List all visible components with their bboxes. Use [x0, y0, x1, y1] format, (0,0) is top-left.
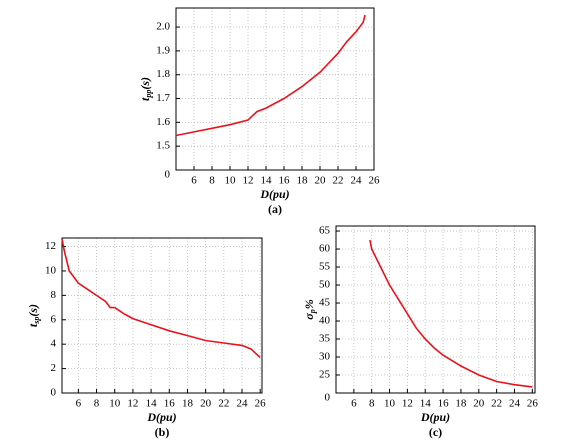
x-tick-label: 8	[209, 175, 215, 187]
y-label-main: σ	[302, 313, 316, 320]
y-tick-label: 1.5	[156, 140, 170, 152]
y-tick-label: 0	[325, 392, 331, 404]
y-tick-label: 12	[45, 240, 56, 252]
caption: (c)	[429, 425, 442, 439]
y-axis-label: tsp(s)	[26, 304, 41, 327]
x-tick-label: 6	[351, 398, 357, 410]
x-tick-label: 24	[509, 398, 521, 410]
caption: (a)	[268, 202, 282, 216]
x-tick-label: 26	[255, 398, 267, 410]
x-tick-label: 20	[315, 175, 327, 187]
y-tick-label: 2	[51, 362, 57, 374]
plot-frame	[175, 7, 375, 171]
x-tick-label: 22	[491, 398, 502, 410]
y-label-sub: sp	[32, 317, 41, 325]
y-tick-label: 1.6	[156, 116, 170, 128]
y-label-main: t	[138, 97, 152, 101]
x-tick-label: 14	[146, 398, 158, 410]
y-tick-label: 8	[51, 289, 57, 301]
x-axis-label: D(pu)	[146, 410, 176, 424]
x-tick-label: 16	[279, 175, 291, 187]
plot-frame	[61, 237, 263, 394]
x-tick-label: 18	[455, 398, 467, 410]
x-tick-label: 22	[218, 398, 229, 410]
y-tick-label: 45	[319, 297, 331, 309]
y-label-suffix: (s)	[138, 77, 152, 90]
y-tick-label: 1.7	[156, 92, 170, 104]
y-label-sub: pp	[144, 90, 153, 99]
y-label-sub: p	[308, 309, 317, 314]
x-axis-label: D(pu)	[259, 187, 289, 201]
x-tick-label: 10	[225, 175, 237, 187]
plot-frame	[335, 225, 536, 394]
x-tick-label: 16	[438, 398, 450, 410]
x-tick-label: 20	[473, 398, 485, 410]
y-tick-label: 35	[319, 333, 331, 345]
y-tick-label: 60	[319, 243, 331, 255]
y-tick-label: 0	[51, 387, 57, 399]
x-tick-label: 18	[182, 398, 194, 410]
y-tick-label: 40	[319, 315, 331, 327]
y-tick-label: 1.8	[156, 68, 170, 80]
y-axis-label: tpp(s)	[138, 77, 153, 101]
y-tick-label: 1.9	[156, 44, 170, 56]
y-label-suffix: %	[302, 299, 316, 309]
y-label-main: t	[26, 323, 40, 327]
x-tick-label: 8	[369, 398, 375, 410]
x-tick-label: 6	[191, 175, 197, 187]
y-axis-label: σp%	[302, 299, 317, 319]
x-tick-label: 10	[384, 398, 396, 410]
curve	[369, 239, 533, 388]
x-tick-label: 24	[237, 398, 249, 410]
x-tick-label: 26	[369, 175, 381, 187]
x-axis-label: D(pu)	[420, 410, 450, 424]
x-tick-label: 20	[200, 398, 212, 410]
x-tick-label: 24	[351, 175, 363, 187]
y-tick-label: 25	[319, 369, 331, 381]
x-tick-label: 16	[164, 398, 176, 410]
y-tick-label: 4	[51, 338, 57, 350]
x-tick-label: 14	[420, 398, 432, 410]
x-tick-label: 12	[243, 175, 254, 187]
x-tick-label: 18	[297, 175, 309, 187]
y-tick-label: 50	[319, 279, 331, 291]
y-tick-label: 2.0	[156, 21, 170, 33]
x-tick-label: 8	[94, 398, 100, 410]
x-tick-label: 6	[76, 398, 82, 410]
y-tick-label: 0	[165, 169, 171, 181]
y-tick-label: 10	[45, 264, 57, 276]
curve	[61, 239, 261, 359]
x-tick-label: 12	[402, 398, 413, 410]
x-tick-label: 22	[333, 175, 344, 187]
x-tick-label: 14	[261, 175, 273, 187]
y-label-suffix: (s)	[26, 304, 40, 317]
x-tick-label: 12	[127, 398, 138, 410]
y-tick-label: 55	[319, 261, 331, 273]
x-tick-label: 10	[109, 398, 121, 410]
curve	[175, 14, 366, 137]
y-tick-label: 65	[319, 225, 331, 237]
x-tick-label: 26	[527, 398, 539, 410]
caption: (b)	[155, 425, 170, 439]
y-tick-label: 6	[51, 313, 57, 325]
y-tick-label: 30	[319, 351, 331, 363]
